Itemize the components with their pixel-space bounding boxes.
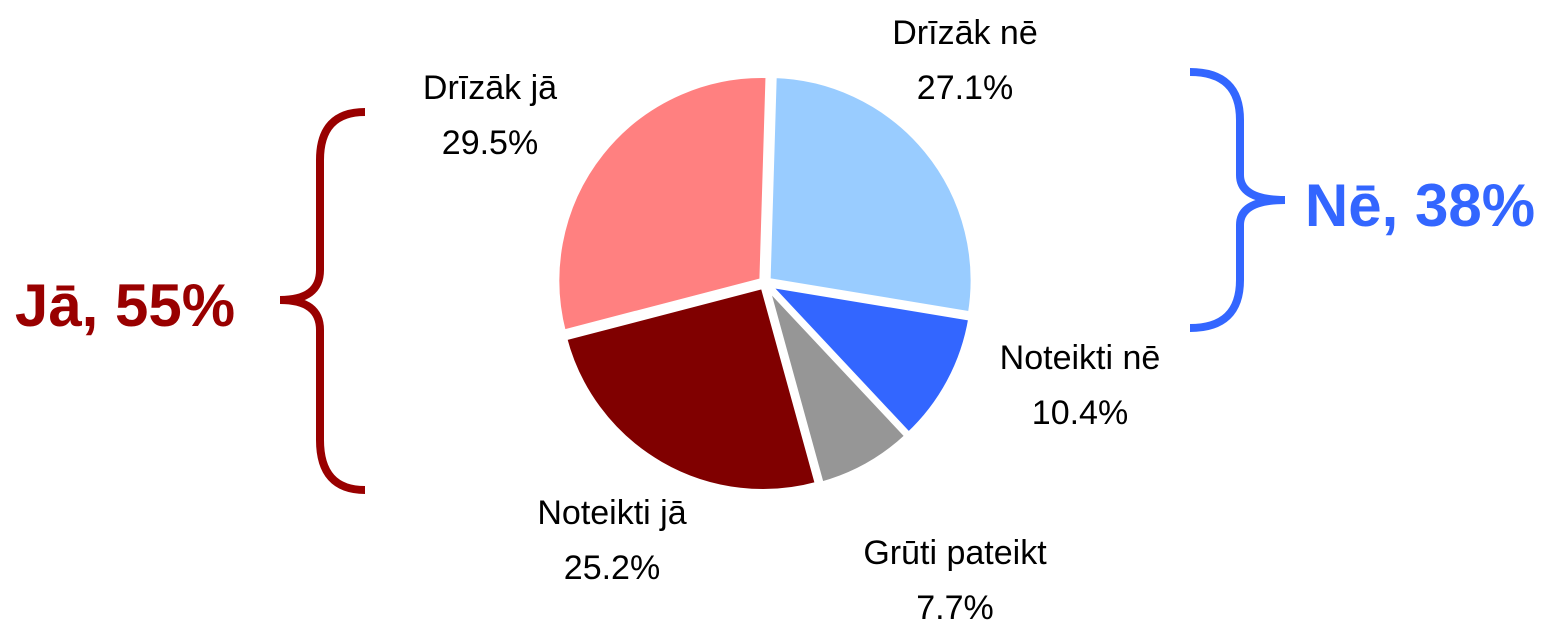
- value-label: 7.7%: [916, 589, 994, 625]
- pie-slice: [561, 283, 821, 494]
- value-label: 27.1%: [917, 69, 1013, 107]
- slice-label: Noteikti jā: [537, 494, 686, 532]
- slice-label: Noteikti nē: [1000, 339, 1161, 377]
- annotation: Nē, 38%: [1305, 172, 1535, 239]
- slice-label: Drīzāk jā: [423, 69, 557, 107]
- annotation: Jā, 55%: [15, 272, 235, 339]
- value-label: 25.2%: [564, 549, 660, 587]
- pie-slice: [765, 72, 976, 317]
- slice-label: Drīzāk nē: [892, 14, 1038, 52]
- brace: [279, 108, 366, 494]
- pie-slice: [764, 284, 911, 488]
- value-label: 29.5%: [442, 124, 538, 162]
- brace: [1189, 68, 1286, 332]
- slice-label: Grūti pateikt: [863, 534, 1047, 572]
- pie-slice: [554, 73, 771, 336]
- pie-slice: [761, 281, 974, 438]
- value-label: 10.4%: [1032, 394, 1128, 432]
